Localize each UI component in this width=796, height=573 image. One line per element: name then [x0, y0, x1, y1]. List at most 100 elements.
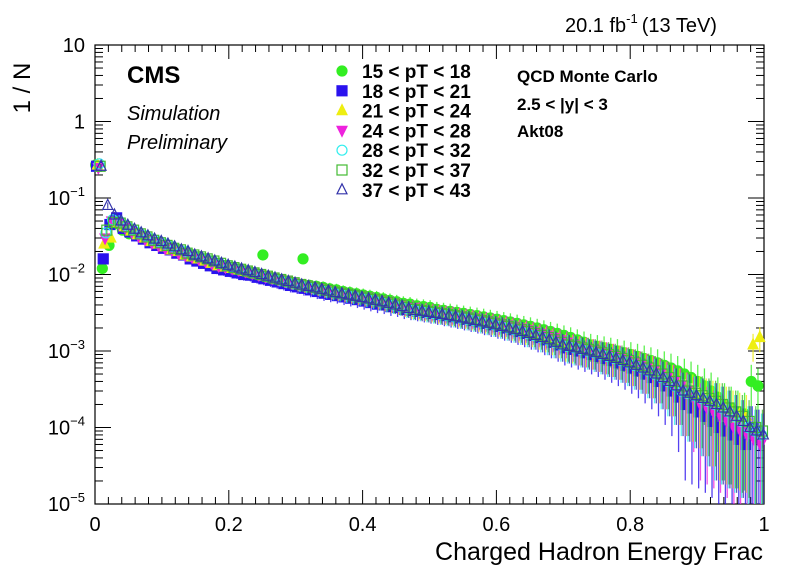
data-point — [663, 371, 675, 384]
data-point — [589, 345, 601, 357]
data-points — [90, 157, 770, 504]
data-point — [536, 330, 549, 343]
series-7 — [95, 158, 770, 504]
data-point — [556, 336, 568, 348]
data-point — [101, 224, 113, 236]
data-point — [529, 328, 542, 340]
data-point — [128, 221, 141, 234]
data-point — [275, 272, 288, 285]
x-tick-label: 0 — [89, 514, 100, 536]
data-point — [570, 340, 583, 353]
data-point — [649, 365, 662, 377]
data-point — [489, 317, 502, 330]
data-point — [703, 393, 716, 406]
y-tick-label: 1 — [74, 112, 85, 134]
data-point — [107, 216, 120, 228]
data-point — [255, 267, 268, 280]
data-point — [630, 357, 643, 370]
data-point — [315, 281, 328, 294]
preliminary-label: Preliminary — [127, 132, 228, 154]
data-point — [549, 334, 562, 347]
y-tick-label: 10−2 — [48, 261, 85, 287]
data-point — [422, 305, 435, 317]
annotation-sample: QCD Monte Carlo — [517, 67, 658, 86]
data-point — [616, 353, 629, 366]
y-tick-labels: 10 1 10−1 10−2 10−3 10−4 10−5 — [48, 35, 85, 516]
data-point — [297, 253, 309, 265]
data-point — [757, 427, 770, 440]
data-point — [376, 294, 388, 307]
data-point — [309, 280, 322, 293]
data-point — [161, 236, 174, 249]
data-point — [168, 239, 181, 252]
legend-label: 21 < pT < 24 — [362, 102, 471, 123]
legend-marker — [336, 103, 348, 116]
data-point — [248, 265, 261, 278]
data-point — [155, 234, 168, 247]
legend-marker — [336, 164, 348, 176]
data-point — [563, 339, 576, 351]
data-point — [148, 231, 161, 244]
data-point — [670, 378, 683, 391]
data-point — [322, 283, 335, 296]
data-point — [242, 263, 255, 276]
data-point — [329, 285, 342, 298]
cms-label: CMS — [127, 62, 180, 89]
data-point — [689, 387, 702, 399]
data-point — [269, 270, 281, 283]
data-point — [503, 320, 516, 333]
data-point — [97, 253, 109, 265]
legend-label: 37 < pT < 43 — [362, 181, 471, 202]
x-tick-label: 0.4 — [349, 514, 377, 536]
data-point — [257, 249, 269, 261]
series-2 — [90, 160, 765, 504]
y-tick-label: 10−3 — [48, 337, 85, 363]
data-point — [502, 320, 514, 332]
data-point — [402, 301, 415, 314]
y-tick-label: 10−5 — [48, 490, 85, 516]
data-point — [215, 255, 228, 268]
legend-marker — [336, 85, 348, 97]
data-point — [529, 327, 541, 339]
data-point — [509, 322, 521, 334]
data-point — [182, 244, 194, 257]
data-point — [369, 292, 382, 305]
data-point — [121, 217, 134, 230]
data-point — [235, 261, 248, 274]
legend-label: 32 < pT < 37 — [362, 161, 471, 182]
data-point — [656, 368, 668, 380]
data-point — [643, 363, 656, 376]
data-point — [583, 343, 596, 356]
x-tick-label: 0.6 — [482, 514, 510, 536]
data-point — [590, 345, 603, 358]
data-point — [744, 420, 756, 433]
series-3 — [91, 157, 766, 493]
data-point — [683, 385, 696, 398]
data-point — [463, 311, 475, 324]
data-point — [115, 213, 128, 226]
data-point — [262, 268, 275, 281]
data-point — [636, 359, 648, 371]
data-point — [135, 225, 148, 238]
y-tick-label: 10−4 — [48, 414, 85, 440]
series-5 — [93, 158, 768, 504]
data-point — [100, 227, 112, 239]
series-1 — [90, 159, 764, 491]
legend-marker — [336, 182, 348, 195]
data-point — [576, 342, 589, 354]
data-point — [429, 306, 442, 319]
data-point — [101, 198, 114, 211]
x-tick-label: 0.8 — [616, 514, 644, 536]
data-point — [389, 297, 402, 310]
data-point — [697, 391, 710, 404]
data-point — [456, 310, 469, 323]
y-tick-label: 10−1 — [48, 184, 85, 210]
data-point — [543, 332, 556, 345]
data-point — [436, 307, 449, 320]
data-point — [175, 242, 188, 255]
data-point — [95, 158, 108, 171]
x-axis-title: Charged Hadron Energy Frac — [435, 538, 763, 566]
data-point — [623, 354, 635, 367]
data-point — [582, 343, 595, 355]
